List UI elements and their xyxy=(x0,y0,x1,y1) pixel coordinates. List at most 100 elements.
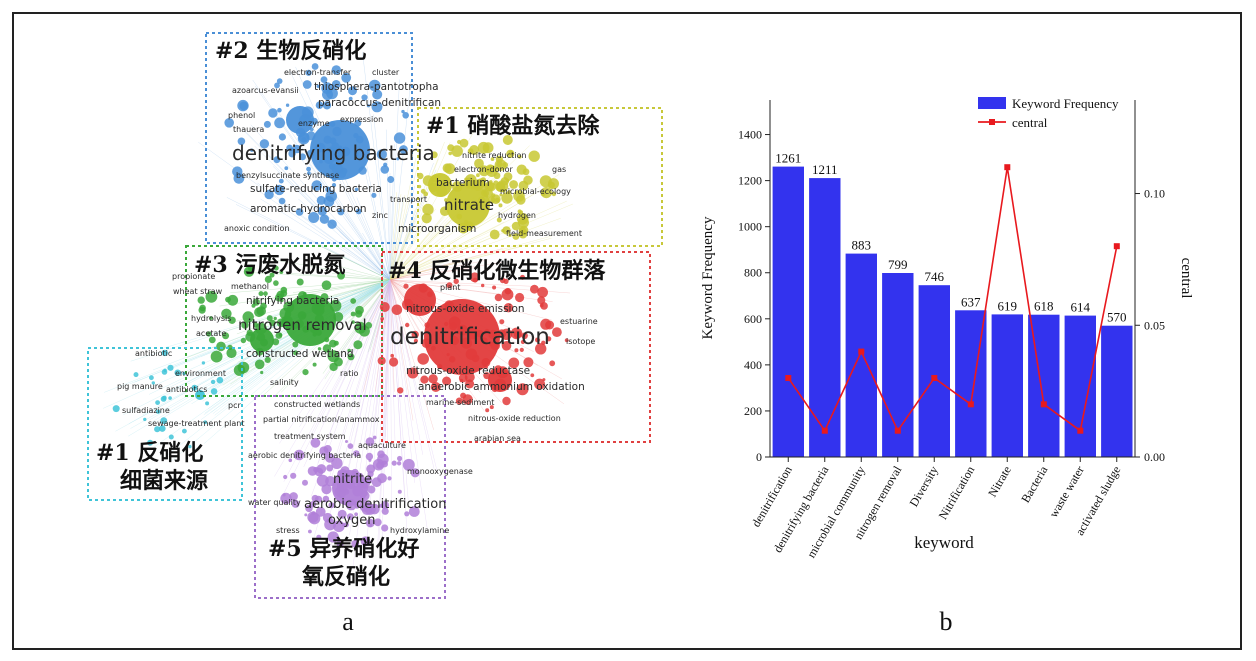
network-edge xyxy=(389,236,493,281)
network-node xyxy=(512,233,520,240)
network-keyword: hydrogen xyxy=(498,211,536,220)
network-edge xyxy=(252,272,391,281)
network-edge xyxy=(274,279,391,477)
network-edge xyxy=(332,264,391,281)
network-edge xyxy=(389,142,451,281)
central-point-7 xyxy=(1040,401,1047,408)
network-keyword: thiosphera-pantotropha xyxy=(314,81,439,93)
network-node xyxy=(380,165,390,174)
network-node xyxy=(453,278,459,284)
network-node xyxy=(324,452,335,463)
cluster-box-yellow xyxy=(417,107,663,247)
network-node xyxy=(274,184,285,196)
network-edge xyxy=(389,174,560,281)
network-keyword: gas xyxy=(552,165,566,174)
network-keyword: plant xyxy=(440,283,460,292)
chart-legend: Keyword Frequency central xyxy=(978,96,1119,130)
network-edge xyxy=(358,279,391,295)
network-node xyxy=(247,264,255,272)
cluster-box-blue xyxy=(205,32,413,244)
network-node xyxy=(354,321,367,334)
network-keyword: monooxygenase xyxy=(407,467,473,476)
network-node xyxy=(226,347,237,359)
network-node xyxy=(216,341,226,352)
network-node xyxy=(549,360,556,367)
network-node xyxy=(476,173,480,178)
network-edge xyxy=(389,279,428,529)
network-keyword: zinc xyxy=(372,211,388,220)
network-node xyxy=(534,378,546,390)
network-node xyxy=(292,341,299,348)
network-keyword: thauera xyxy=(233,125,264,134)
network-node xyxy=(377,473,387,484)
network-edge xyxy=(389,266,479,281)
network-node xyxy=(516,383,529,396)
bar-value-label: 799 xyxy=(888,257,908,272)
network-node xyxy=(391,304,403,316)
network-keyword: anoxic condition xyxy=(224,224,290,233)
network-edge xyxy=(389,252,436,281)
network-node xyxy=(273,265,279,271)
network-node xyxy=(302,80,312,89)
network-keyword: pig manure xyxy=(117,382,163,391)
network-node xyxy=(348,96,353,101)
network-node xyxy=(182,428,187,434)
network-node xyxy=(391,460,397,466)
network-edge xyxy=(235,204,391,281)
network-edge xyxy=(299,157,391,281)
network-node xyxy=(288,458,293,463)
network-node xyxy=(516,195,526,205)
network-node xyxy=(474,158,484,169)
network-node xyxy=(276,290,285,299)
bar-value-label: 883 xyxy=(852,238,872,253)
network-node xyxy=(540,318,552,330)
network-edge xyxy=(389,157,417,281)
network-node xyxy=(260,370,264,375)
bar-value-label: 1211 xyxy=(812,162,838,177)
y-tick-label: 600 xyxy=(744,312,762,326)
network-node xyxy=(310,437,321,448)
network-keyword: constructed wetlands xyxy=(274,400,360,409)
network-edge xyxy=(203,279,391,416)
network-keyword: microorganism xyxy=(398,223,476,235)
network-node xyxy=(151,381,155,385)
network-node xyxy=(260,302,267,310)
network-node xyxy=(311,180,323,191)
network-node xyxy=(264,356,271,363)
network-node xyxy=(326,464,334,472)
network-node xyxy=(337,271,345,280)
network-node xyxy=(546,336,552,342)
network-node xyxy=(345,440,348,443)
network-edge xyxy=(389,217,561,281)
bar-8 xyxy=(1064,315,1096,457)
network-edge xyxy=(389,208,416,281)
x-axis-title: keyword xyxy=(914,533,974,552)
network-node xyxy=(491,194,501,204)
network-hub-node xyxy=(286,106,314,134)
network-edge xyxy=(354,279,391,475)
network-node xyxy=(351,320,355,324)
network-keyword: denitrifying bacteria xyxy=(232,141,435,165)
network-node xyxy=(489,229,500,240)
network-edge xyxy=(363,167,391,281)
network-edge xyxy=(162,279,391,349)
network-keyword: pcr xyxy=(228,401,241,410)
network-node xyxy=(455,397,463,405)
network-node xyxy=(530,284,539,294)
network-node xyxy=(365,452,374,461)
network-node xyxy=(161,369,168,375)
network-node xyxy=(317,347,322,351)
y-tick-label: 200 xyxy=(744,404,762,418)
central-line-series xyxy=(785,164,1120,434)
network-edge xyxy=(292,279,391,293)
network-node xyxy=(133,372,139,378)
bar-value-label: 614 xyxy=(1071,300,1091,315)
network-node xyxy=(280,492,292,505)
network-hub-node xyxy=(488,368,512,392)
network-node xyxy=(197,296,205,304)
network-edge xyxy=(389,228,496,281)
network-keyword: phenol xyxy=(228,111,255,120)
network-node xyxy=(258,291,264,297)
cluster-title-purple-line1: #5 异养硝化好 xyxy=(268,536,419,562)
network-edge xyxy=(260,198,391,281)
